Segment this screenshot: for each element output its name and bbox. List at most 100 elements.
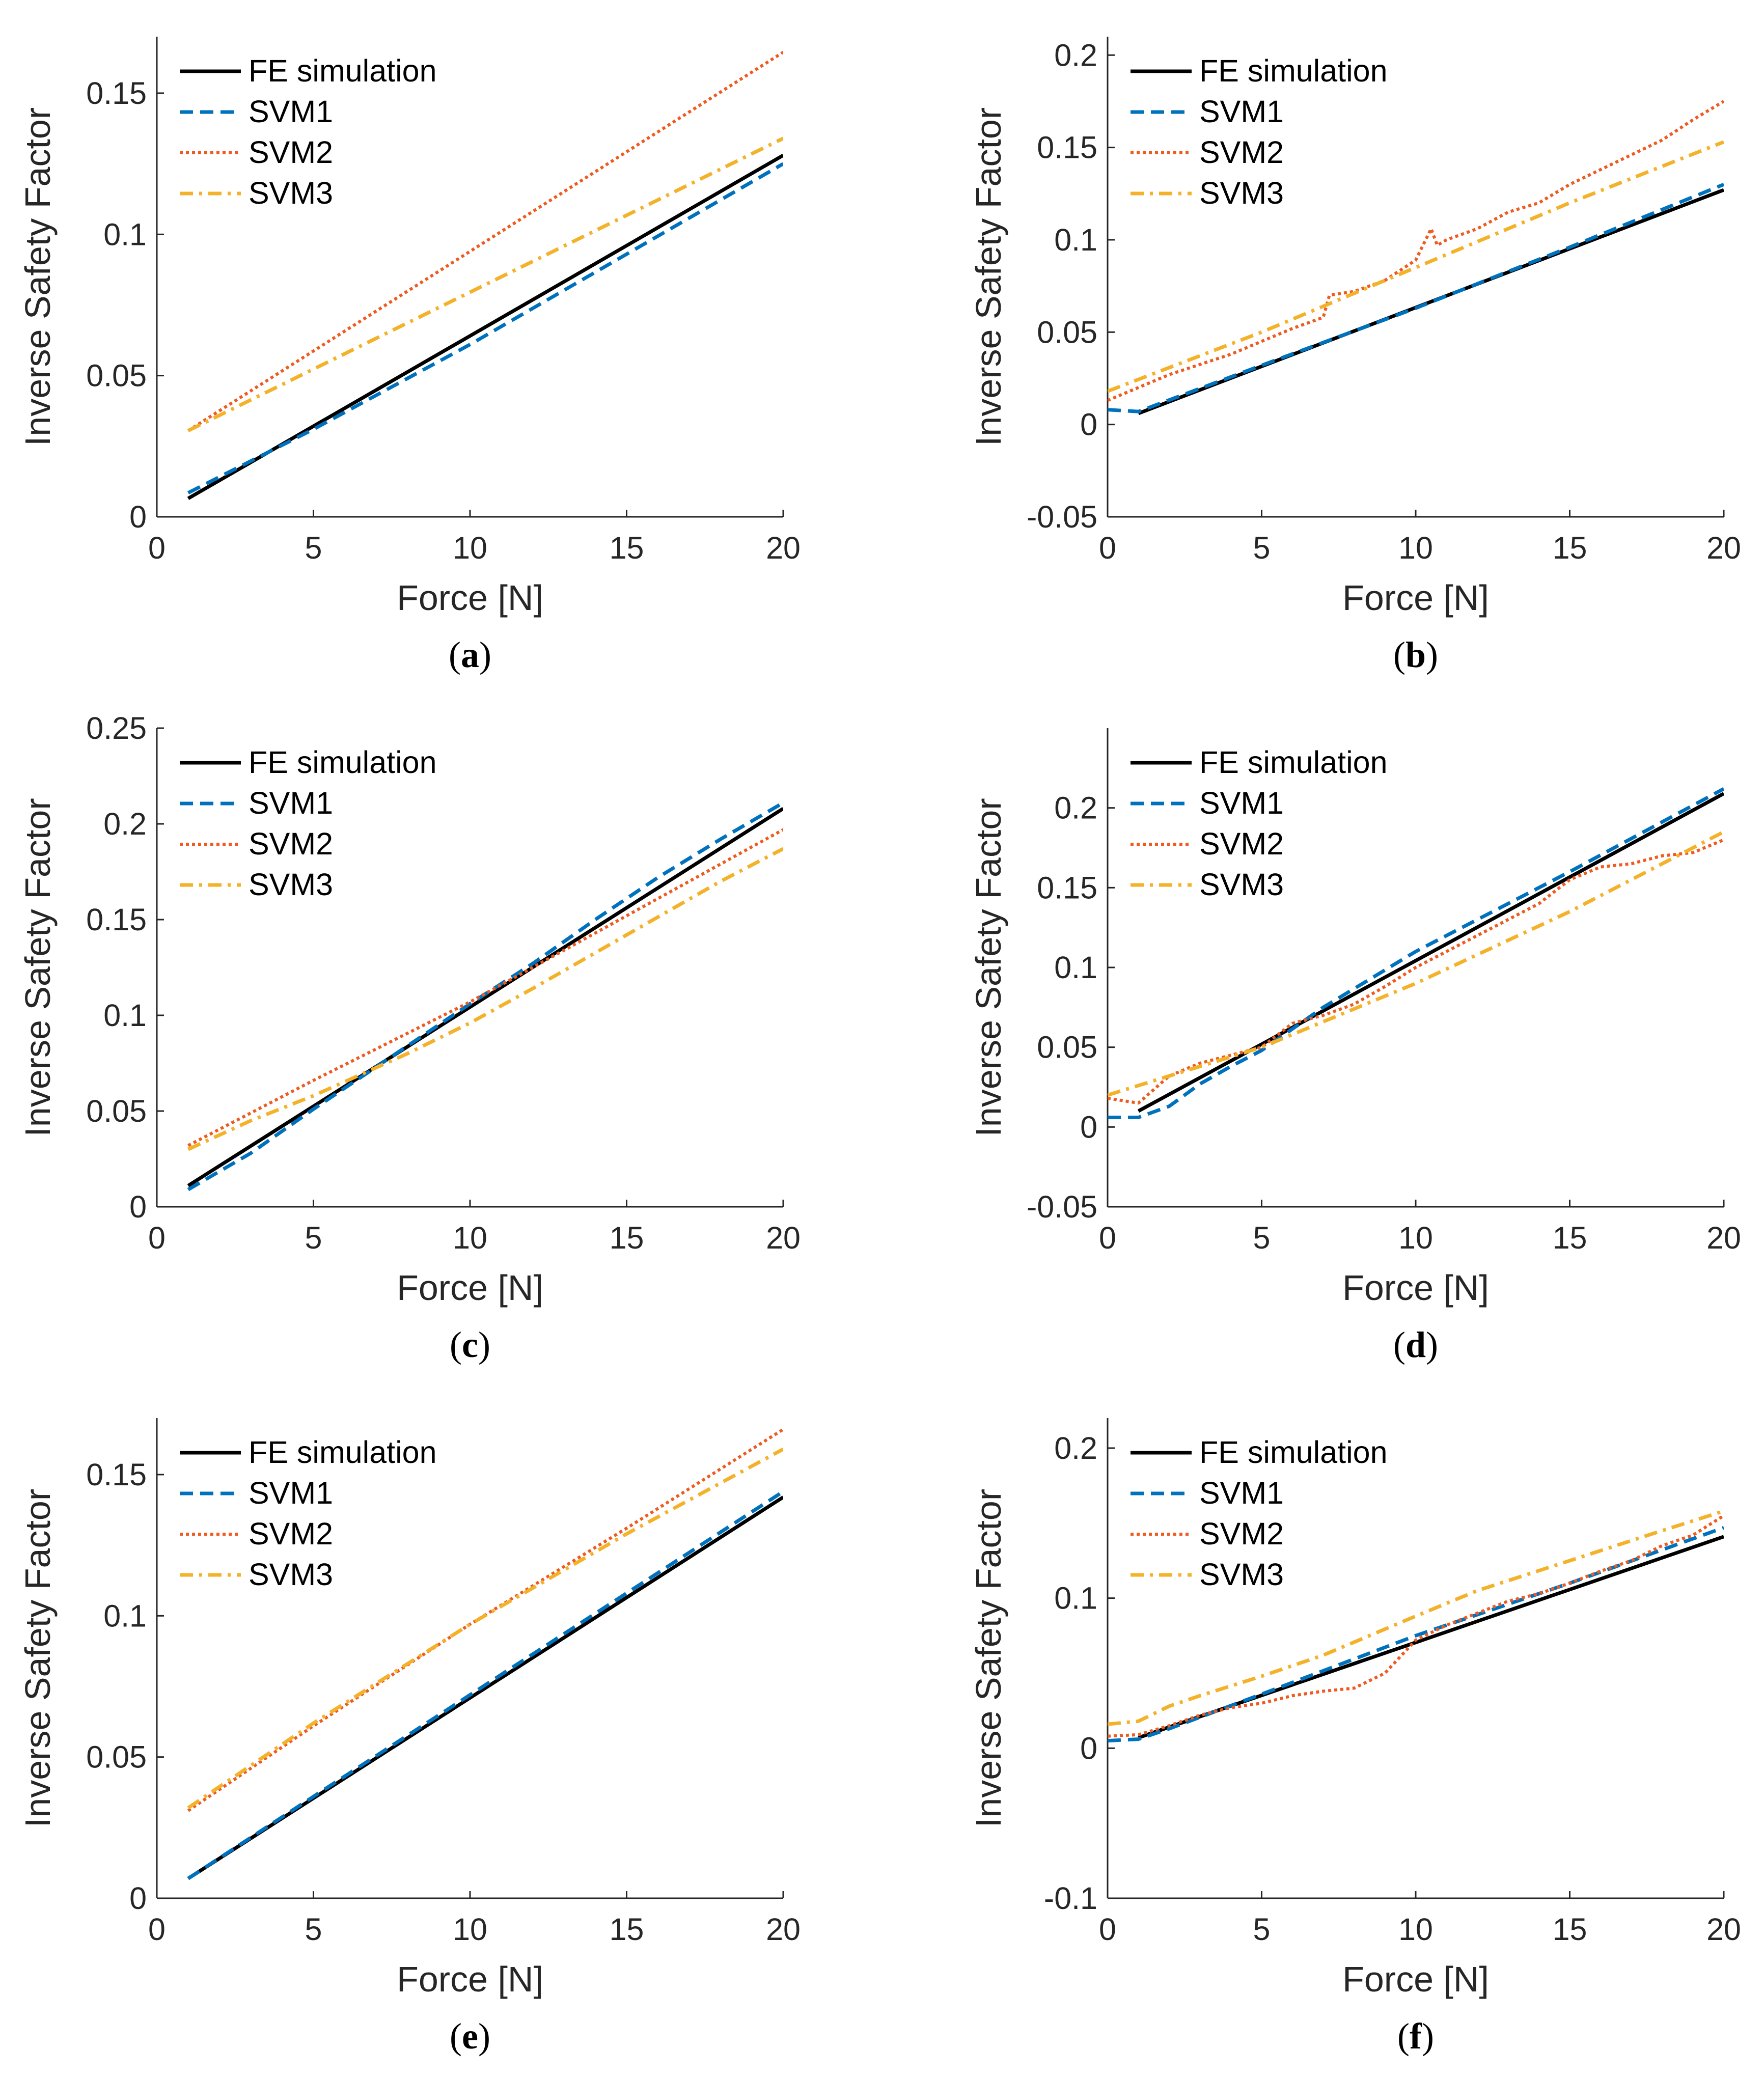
y-tick-label: 0: [1080, 1110, 1097, 1144]
x-tick-label: 20: [766, 1221, 801, 1255]
x-tick-label: 10: [453, 531, 487, 565]
x-tick-label: 5: [305, 531, 322, 565]
legend-entry: SVM1: [1199, 786, 1284, 820]
y-tick-label: 0: [1080, 1731, 1097, 1765]
panel-caption: (f): [1397, 2016, 1434, 2057]
panel-a: 0 5 10 15 20 0 0.05 0.1 0.15 Force [N] Inverse Saf…: [18, 37, 801, 675]
legend-entry: SVM2: [249, 1516, 333, 1551]
y-axis-label: Inverse Safety Factor: [969, 1489, 1008, 1827]
series-line-svm2: [187, 50, 783, 432]
series-line-svm2: [187, 1428, 783, 1812]
y-tick-label: 0.1: [103, 998, 147, 1033]
x-tick-label: 0: [148, 1221, 166, 1255]
y-axis-label: Inverse Safety Factor: [18, 798, 58, 1137]
x-tick-label: 20: [766, 1912, 801, 1947]
series-line-svm1: [1108, 182, 1724, 413]
y-tick-label: 0: [129, 500, 147, 534]
legend-entry: SVM3: [249, 1557, 333, 1592]
y-axis-label: Inverse Safety Factor: [969, 798, 1008, 1137]
panel-caption-letter: b: [1405, 634, 1426, 675]
panel-caption: (c): [450, 1324, 490, 1365]
legend-entry: SVM2: [249, 826, 333, 861]
legend-entry: FE simulation: [249, 53, 437, 88]
panel-caption-letter: c: [462, 1324, 478, 1365]
y-tick-label: 0.05: [1037, 315, 1097, 349]
series-line-svm1: [187, 801, 783, 1192]
series-line-svm2: [1108, 1514, 1724, 1738]
series-line-svm3: [187, 1447, 783, 1810]
x-tick-label: 0: [148, 1912, 166, 1947]
x-axis-label: Force [N]: [397, 1959, 543, 1999]
series-line-svm3: [1108, 1509, 1724, 1726]
y-tick-label: 0.15: [1037, 870, 1097, 905]
legend-entry: SVM3: [249, 176, 333, 210]
y-tick-label: -0.05: [1027, 1189, 1097, 1224]
x-tick-label: 10: [1398, 531, 1433, 565]
y-tick-label: 0.2: [1054, 1431, 1097, 1465]
x-axis-label: Force [N]: [397, 1268, 543, 1308]
y-tick-label: 0.2: [1054, 791, 1097, 825]
x-tick-label: 0: [1099, 1912, 1116, 1947]
panel-e: 0 5 10 15 20 0 0.05 0.1 0.15 Force [N] Inverse Saf…: [18, 1418, 801, 2057]
x-tick-label: 15: [610, 1912, 644, 1947]
series-line-svm3: [187, 136, 783, 432]
y-tick-label: 0: [1080, 407, 1097, 442]
x-tick-label: 10: [1398, 1221, 1433, 1255]
y-tick-label: 0.1: [103, 1598, 147, 1633]
series-line-svm3: [1108, 140, 1724, 393]
x-tick-label: 20: [766, 531, 801, 565]
x-tick-label: 5: [305, 1912, 322, 1947]
legend-entry: SVM2: [1199, 826, 1284, 861]
panel-caption-letter: d: [1405, 1324, 1426, 1365]
y-axis-label: Inverse Safety Factor: [18, 1489, 58, 1827]
x-tick-label: 0: [1099, 1221, 1116, 1255]
panel-caption: (b): [1393, 634, 1438, 675]
legend-entry: FE simulation: [1199, 745, 1388, 780]
series-line-svm1: [187, 1490, 783, 1880]
legend-entry: SVM1: [249, 94, 333, 129]
legend-entry: SVM3: [249, 867, 333, 902]
y-tick-label: 0.1: [103, 217, 147, 252]
x-tick-label: 15: [1553, 1912, 1587, 1947]
x-tick-label: 10: [453, 1912, 487, 1947]
x-tick-label: 20: [1706, 1221, 1741, 1255]
legend-entry: FE simulation: [1199, 1435, 1388, 1470]
y-tick-label: 0.05: [86, 1094, 147, 1128]
legend-entry: SVM1: [1199, 1476, 1284, 1510]
legend-entry: SVM1: [1199, 94, 1284, 129]
legend-entry: FE simulation: [249, 745, 437, 780]
y-tick-label: 0.25: [86, 711, 147, 745]
series-line-fe-simulation: [187, 1495, 783, 1880]
y-tick-label: 0.1: [1054, 950, 1097, 985]
panel-caption: (a): [449, 634, 491, 675]
series-line-svm3: [187, 847, 783, 1151]
legend-entry: SVM1: [249, 786, 333, 820]
y-tick-label: 0.15: [86, 76, 147, 110]
y-axis-label: Inverse Safety Factor: [969, 107, 1008, 446]
legend-entry: FE simulation: [1199, 53, 1388, 88]
panel-caption-letter: e: [462, 2016, 478, 2057]
y-tick-label: 0.05: [1037, 1030, 1097, 1065]
x-tick-label: 15: [610, 1221, 644, 1255]
y-tick-label: 0.15: [1037, 130, 1097, 165]
y-tick-label: 0.1: [1054, 1581, 1097, 1616]
y-tick-label: 0.2: [1054, 38, 1097, 72]
x-tick-label: 15: [1553, 531, 1587, 565]
x-tick-label: 20: [1706, 531, 1741, 565]
legend-entry: SVM3: [1199, 867, 1284, 902]
y-tick-label: 0.15: [86, 902, 147, 937]
legend-entry: SVM1: [249, 1476, 333, 1510]
series-line-svm2: [187, 828, 783, 1147]
x-tick-label: 5: [1253, 1912, 1271, 1947]
x-tick-label: 0: [148, 531, 166, 565]
legend-entry: SVM3: [1199, 176, 1284, 210]
x-tick-label: 15: [1553, 1221, 1587, 1255]
y-tick-label: 0: [129, 1881, 147, 1916]
panel-caption-letter: f: [1410, 2016, 1422, 2057]
y-tick-label: 0.1: [1054, 223, 1097, 257]
series-line-svm2: [1108, 838, 1724, 1105]
panel-caption: (e): [450, 2016, 490, 2057]
